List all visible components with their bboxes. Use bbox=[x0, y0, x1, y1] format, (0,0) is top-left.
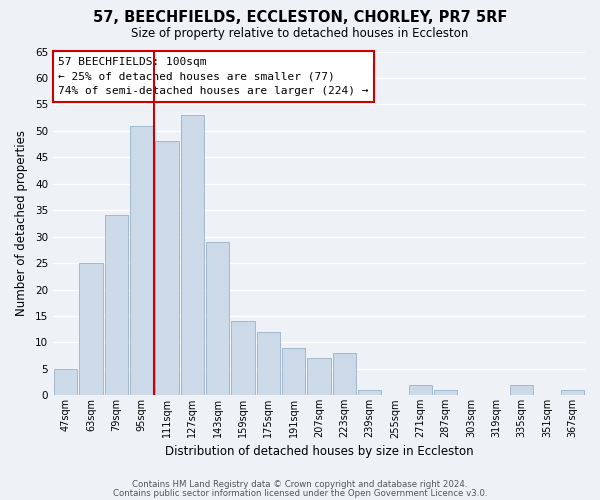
Bar bbox=[510, 384, 533, 396]
Text: Size of property relative to detached houses in Eccleston: Size of property relative to detached ho… bbox=[131, 28, 469, 40]
Bar bbox=[181, 115, 204, 396]
Y-axis label: Number of detached properties: Number of detached properties bbox=[15, 130, 28, 316]
Bar bbox=[54, 369, 77, 396]
Text: 57 BEECHFIELDS: 100sqm
← 25% of detached houses are smaller (77)
74% of semi-det: 57 BEECHFIELDS: 100sqm ← 25% of detached… bbox=[58, 56, 369, 96]
X-axis label: Distribution of detached houses by size in Eccleston: Distribution of detached houses by size … bbox=[165, 444, 473, 458]
Bar bbox=[257, 332, 280, 396]
Bar bbox=[130, 126, 154, 396]
Text: 57, BEECHFIELDS, ECCLESTON, CHORLEY, PR7 5RF: 57, BEECHFIELDS, ECCLESTON, CHORLEY, PR7… bbox=[93, 10, 507, 25]
Bar bbox=[560, 390, 584, 396]
Bar bbox=[409, 384, 432, 396]
Bar bbox=[358, 390, 382, 396]
Text: Contains HM Land Registry data © Crown copyright and database right 2024.: Contains HM Land Registry data © Crown c… bbox=[132, 480, 468, 489]
Bar bbox=[232, 321, 254, 396]
Bar bbox=[155, 142, 179, 396]
Bar bbox=[333, 353, 356, 396]
Bar bbox=[79, 263, 103, 396]
Bar bbox=[434, 390, 457, 396]
Bar bbox=[282, 348, 305, 396]
Bar bbox=[206, 242, 229, 396]
Bar bbox=[105, 216, 128, 396]
Text: Contains public sector information licensed under the Open Government Licence v3: Contains public sector information licen… bbox=[113, 490, 487, 498]
Bar bbox=[307, 358, 331, 396]
